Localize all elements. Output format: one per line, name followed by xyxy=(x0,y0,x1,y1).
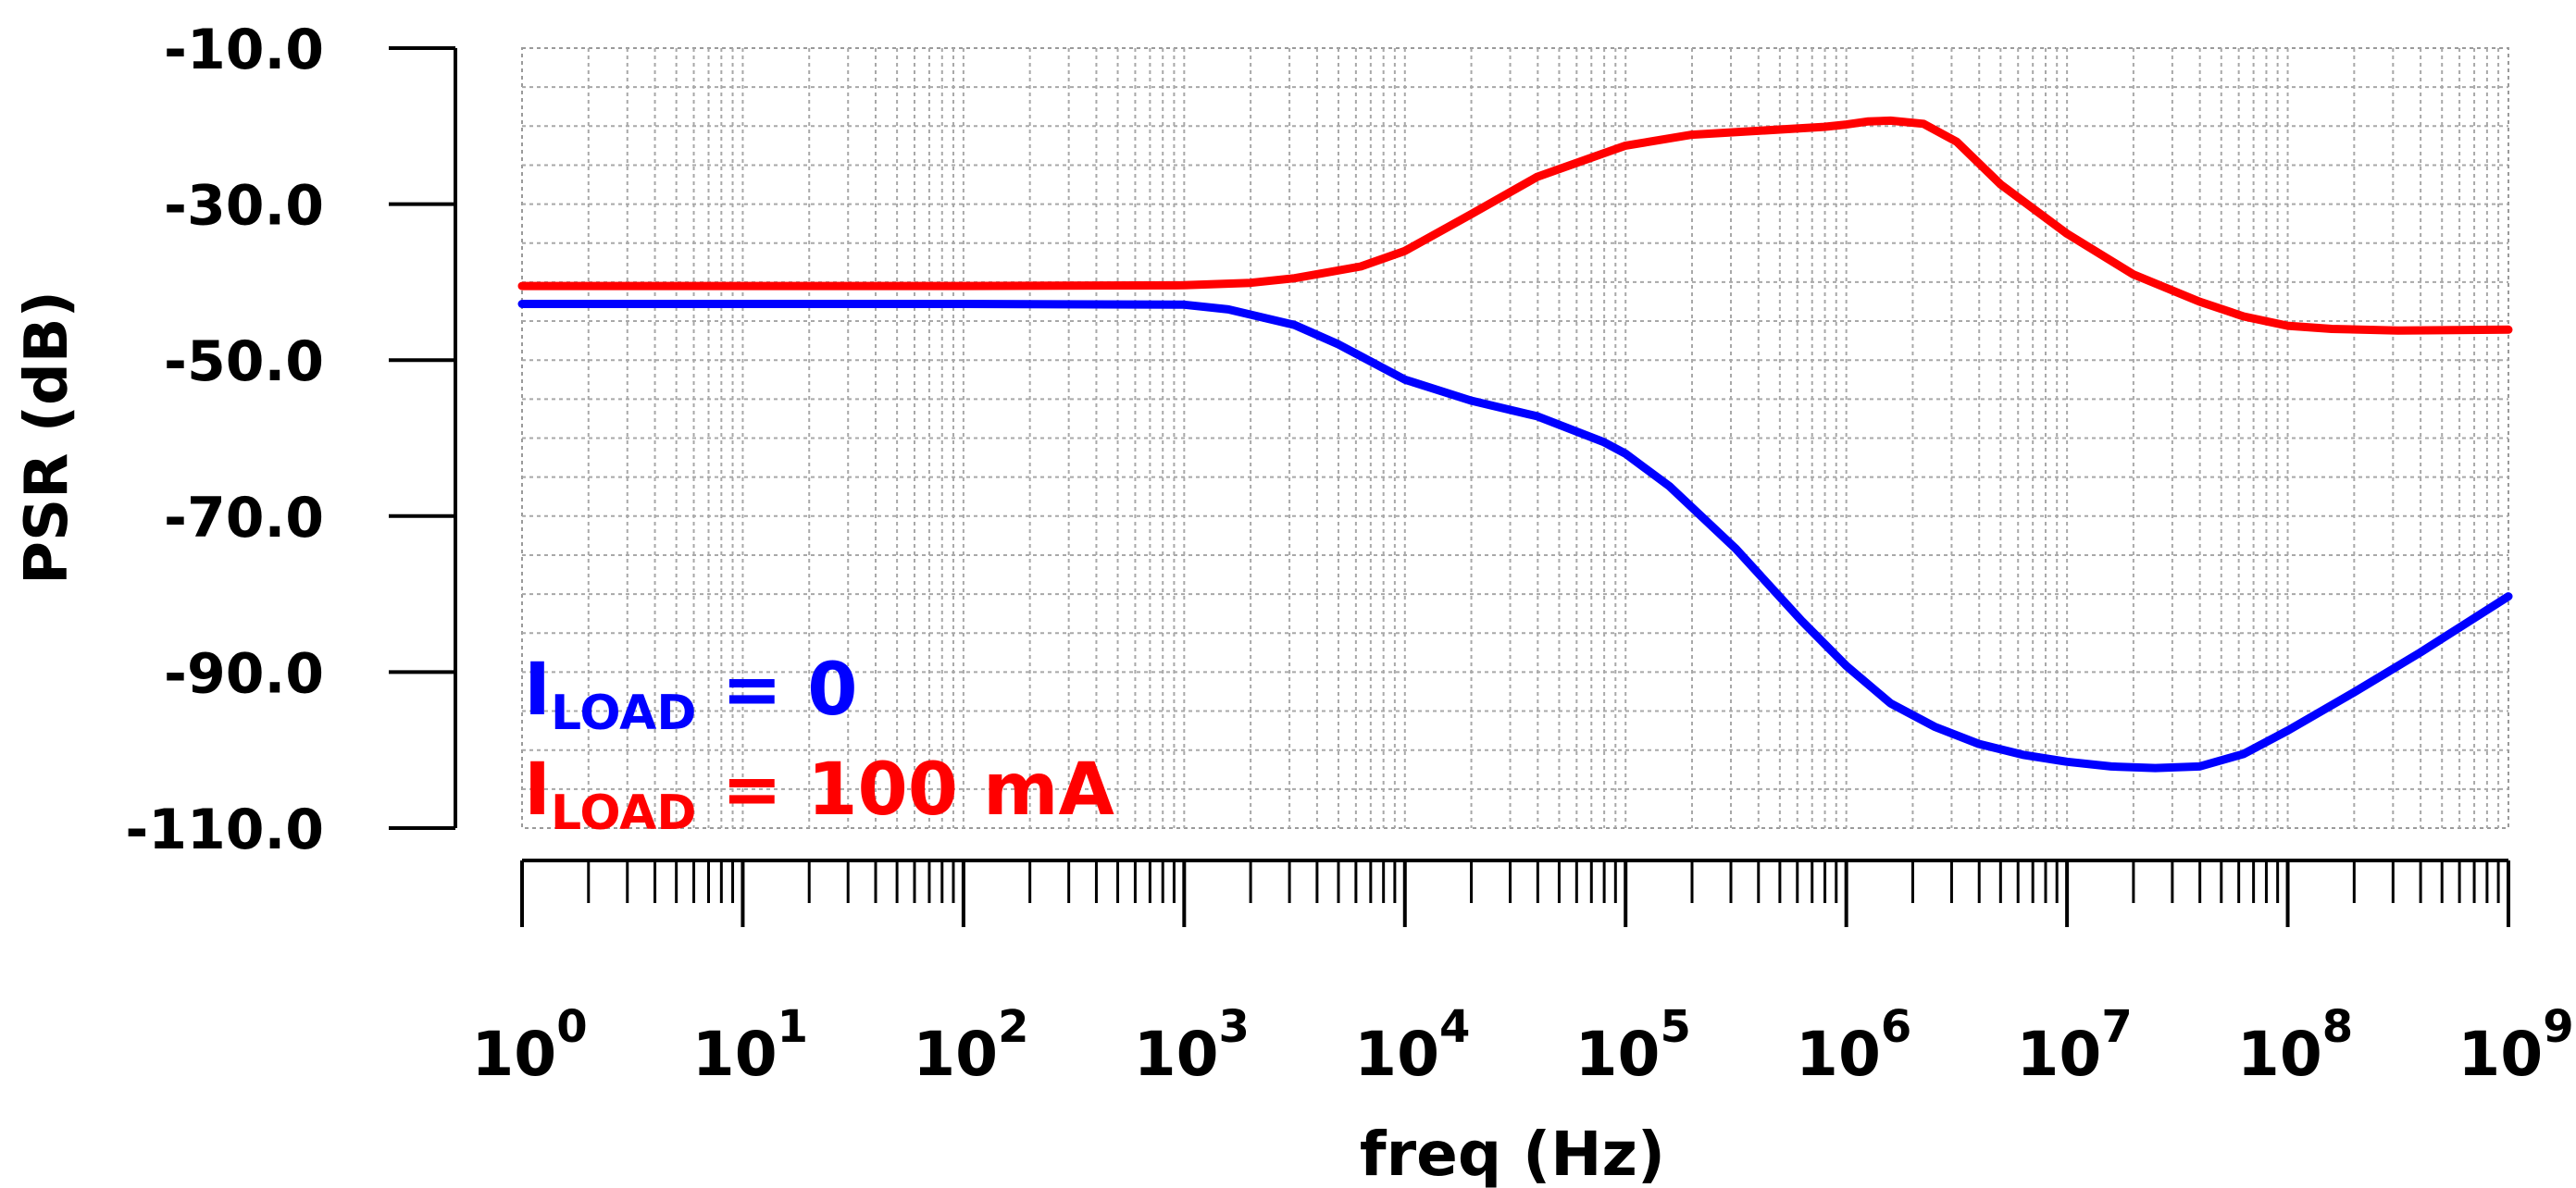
legend-value: = 0 xyxy=(697,649,858,732)
legend-entry-iload-0: ILOAD = 0 xyxy=(524,649,857,741)
axes xyxy=(389,46,2510,927)
x-tick-exponent: 4 xyxy=(1439,1001,1470,1053)
x-tick-label: 104 xyxy=(1354,1001,1470,1090)
x-tick-base: 10 xyxy=(2458,1019,2543,1090)
y-tick-label: -10.0 xyxy=(164,18,324,82)
x-tick-exponent: 3 xyxy=(1219,1001,1250,1053)
x-tick-label: 107 xyxy=(2016,1001,2132,1090)
x-tick-exponent: 8 xyxy=(2322,1001,2353,1053)
y-tick-label: -90.0 xyxy=(164,641,324,706)
legend-symbol: I xyxy=(524,649,551,732)
x-tick-label: 100 xyxy=(471,1001,587,1090)
legend-subscript: LOAD xyxy=(551,686,697,741)
x-tick-base: 10 xyxy=(913,1019,998,1090)
x-tick-exponent: 2 xyxy=(998,1001,1028,1053)
x-tick-exponent: 5 xyxy=(1660,1001,1690,1053)
x-tick-label: 108 xyxy=(2237,1001,2353,1090)
x-tick-base: 10 xyxy=(471,1019,556,1090)
y-tick-label: -30.0 xyxy=(164,174,324,239)
x-tick-base: 10 xyxy=(2237,1019,2322,1090)
legend-symbol: I xyxy=(524,749,551,832)
y-axis-label: PSR (dB) xyxy=(13,291,81,585)
y-tick-label: -50.0 xyxy=(164,329,324,394)
x-tick-label: 101 xyxy=(692,1001,808,1090)
x-tick-base: 10 xyxy=(1354,1019,1439,1090)
grid xyxy=(521,47,2509,829)
x-tick-base: 10 xyxy=(2016,1019,2101,1090)
legend-entry-iload-100ma: ILOAD = 100 mA xyxy=(524,749,1114,841)
x-tick-exponent: 1 xyxy=(778,1001,808,1053)
x-tick-base: 10 xyxy=(1134,1019,1219,1090)
x-tick-exponent: 6 xyxy=(1881,1001,1911,1053)
series-line-iload-100ma xyxy=(517,116,2513,335)
series-line-iload-0 xyxy=(517,300,2513,773)
x-tick-label: 106 xyxy=(1796,1001,1911,1090)
y-tick-label: -110.0 xyxy=(125,798,324,862)
series-lines xyxy=(517,116,2513,773)
x-tick-label: 103 xyxy=(1134,1001,1250,1090)
x-tick-label: 109 xyxy=(2458,1001,2573,1090)
x-tick-base: 10 xyxy=(692,1019,778,1090)
x-tick-exponent: 0 xyxy=(556,1001,587,1053)
x-axis-label: freq (Hz) xyxy=(1360,1119,1665,1188)
x-tick-base: 10 xyxy=(1796,1019,1881,1090)
x-tick-base: 10 xyxy=(1575,1019,1661,1090)
x-tick-label: 102 xyxy=(913,1001,1028,1090)
plot-border xyxy=(521,47,2509,829)
x-tick-label: 105 xyxy=(1575,1001,1691,1090)
legend-subscript: LOAD xyxy=(551,786,697,841)
x-tick-exponent: 9 xyxy=(2543,1001,2573,1053)
y-tick-label: -70.0 xyxy=(164,486,324,551)
legend-value: = 100 mA xyxy=(697,749,1114,832)
x-tick-exponent: 7 xyxy=(2101,1001,2132,1053)
